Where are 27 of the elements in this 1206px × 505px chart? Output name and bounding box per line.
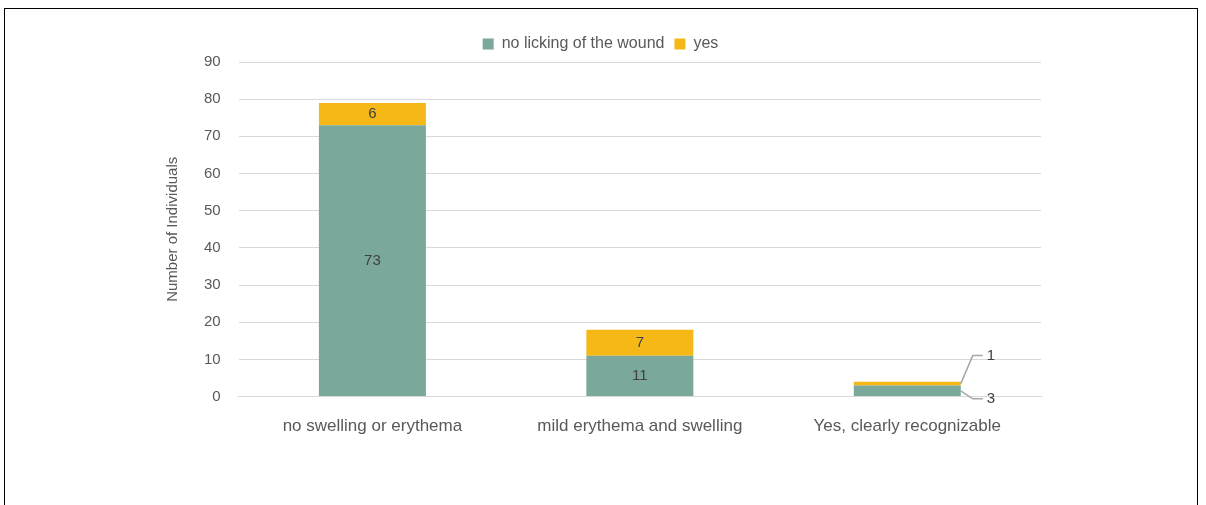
x-tick-label: no swelling or erythema [282,416,463,436]
legend-label: yes [693,34,719,52]
y-tick-label: 90 [204,52,221,70]
data-label: 73 [364,250,381,268]
y-tick-label: 20 [204,312,221,330]
data-label: 7 [635,332,645,350]
y-tick-label: 60 [204,163,221,181]
bar [853,385,961,397]
y-tick-label: 40 [204,238,221,256]
x-tick-label: mild erythema and swelling [537,416,743,436]
y-tick-label: 30 [204,275,221,293]
data-label: 11 [632,366,648,384]
y-tick-label: 70 [204,126,221,144]
data-label: 6 [368,104,377,122]
data-label: 3 [986,388,996,406]
y-tick-label: 80 [204,89,221,107]
bar [586,329,694,356]
bar [318,102,426,126]
x-tick-label: Yes, clearly recognizable [813,416,1001,436]
y-tick-label: 0 [212,386,221,404]
data-label: 1 [986,345,996,363]
y-axis-title: Number of Individuals [163,156,181,302]
legend-label: no licking of the wound [501,34,665,52]
bar [586,355,694,397]
y-tick-label: 10 [204,349,221,367]
y-tick-label: 50 [204,200,221,218]
bar [318,125,426,397]
